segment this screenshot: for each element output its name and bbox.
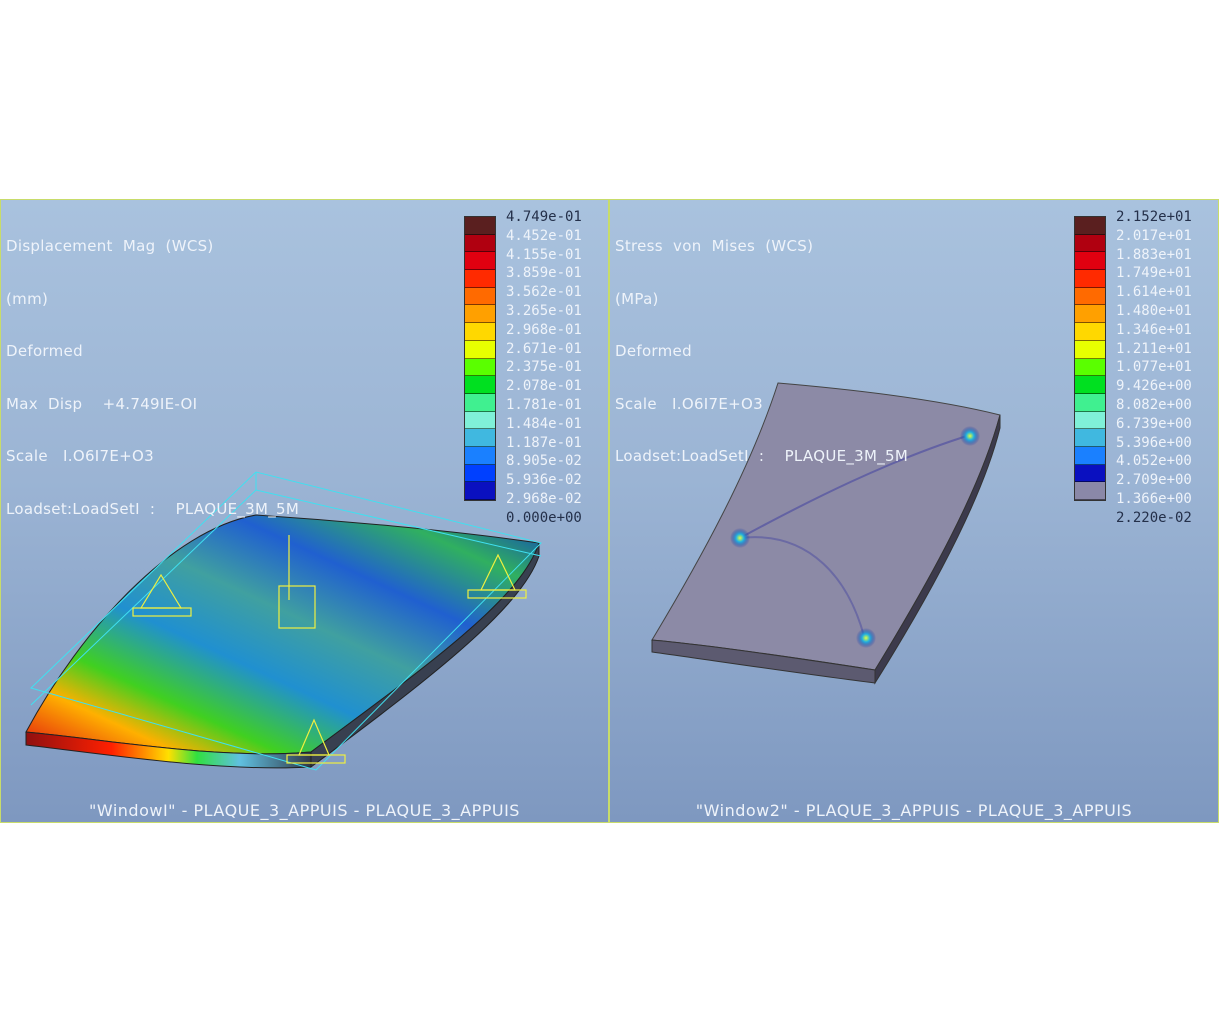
result-units: (mm) bbox=[6, 289, 49, 308]
legend-value: 8.082e+00 bbox=[1116, 396, 1192, 413]
legend-value: 8.905e-02 bbox=[506, 453, 582, 470]
legend-swatch bbox=[465, 376, 495, 394]
legend-value: 1.077e+01 bbox=[1116, 359, 1192, 376]
legend-value: 1.346e+01 bbox=[1116, 321, 1192, 338]
result-title: Stress von Mises (WCS) bbox=[615, 237, 814, 255]
legend-swatch bbox=[465, 305, 495, 324]
max-disp-label: Max Disp +4.749IE-OI bbox=[6, 394, 198, 413]
legend-value: 4.052e+00 bbox=[1116, 453, 1192, 470]
legend-value: 1.614e+01 bbox=[1116, 284, 1192, 301]
legend-swatch bbox=[465, 464, 495, 483]
stress-plate-model bbox=[651, 382, 1001, 685]
legend-value: 2.078e-01 bbox=[506, 378, 582, 395]
window-footer: "WindowI" - PLAQUE_3_APPUIS - PLAQUE_3_A… bbox=[89, 801, 520, 820]
legend-value: 4.749e-01 bbox=[506, 209, 582, 225]
legend-value: 2.152e+01 bbox=[1116, 209, 1192, 225]
loadset-label: Loadset:LoadSetI : PLAQUE_3M_5M bbox=[615, 447, 909, 465]
legend-value: 1.366e+00 bbox=[1116, 490, 1192, 507]
legend-swatch bbox=[1075, 287, 1105, 306]
legend-swatch bbox=[1075, 376, 1105, 394]
legend-swatch bbox=[465, 393, 495, 412]
legend-swatch bbox=[1075, 234, 1105, 253]
scale-label: Scale I.O6I7E+O3 bbox=[6, 447, 154, 465]
legend-value: 1.484e-01 bbox=[506, 415, 582, 432]
legend-labels: 2.152e+01 2.017e+01 1.883e+01 1.749e+01 1.61… bbox=[1116, 208, 1192, 528]
legend-color-bar bbox=[464, 216, 496, 501]
legend-swatch bbox=[465, 340, 495, 359]
legend-swatch bbox=[1075, 340, 1105, 359]
legend-swatch bbox=[465, 429, 495, 447]
legend-swatch bbox=[1075, 270, 1105, 288]
legend-swatch bbox=[1075, 217, 1105, 235]
legend-swatch bbox=[465, 252, 495, 271]
legend-swatch bbox=[1075, 482, 1105, 500]
legend-value: 1.211e+01 bbox=[1116, 340, 1192, 357]
viewport-window2[interactable]: Stress von Mises (WCS) (MPa) Deformed Sc… bbox=[609, 199, 1219, 823]
legend-value: 2.375e-01 bbox=[506, 359, 582, 376]
legend-value: 5.936e-02 bbox=[506, 472, 582, 489]
legend-value: 2.968e-02 bbox=[506, 490, 582, 507]
legend-swatch bbox=[465, 270, 495, 288]
viewport-window1[interactable]: Displacement Mag (WCS) (mm) Deformed Max… bbox=[0, 199, 609, 823]
legend-value: 1.480e+01 bbox=[1116, 302, 1192, 319]
legend-swatch bbox=[465, 482, 495, 500]
legend-swatch bbox=[465, 217, 495, 235]
legend-value: 1.883e+01 bbox=[1116, 246, 1192, 263]
legend-swatch bbox=[1075, 464, 1105, 483]
result-info-text: Stress von Mises (WCS) (MPa) Deformed Sc… bbox=[615, 203, 908, 501]
result-title: Displacement Mag (WCS) bbox=[6, 237, 214, 255]
legend-swatch bbox=[465, 234, 495, 253]
legend-swatch bbox=[1075, 252, 1105, 271]
legend-value: 3.265e-01 bbox=[506, 302, 582, 319]
legend-value: 4.452e-01 bbox=[506, 227, 582, 244]
legend-swatch bbox=[1075, 358, 1105, 377]
result-units: (MPa) bbox=[615, 289, 659, 308]
legend-value: 4.155e-01 bbox=[506, 246, 582, 263]
legend-value: 6.739e+00 bbox=[1116, 415, 1192, 432]
legend-labels: 4.749e-01 4.452e-01 4.155e-01 3.859e-01 3.56… bbox=[506, 208, 582, 528]
displacement-plate-model bbox=[25, 471, 542, 771]
legend-value: 1.187e-01 bbox=[506, 434, 582, 451]
legend-swatch bbox=[1075, 323, 1105, 341]
legend-swatch bbox=[465, 323, 495, 341]
window-footer: "Window2" - PLAQUE_3_APPUIS - PLAQUE_3_A… bbox=[695, 801, 1133, 820]
legend-value: 1.781e-01 bbox=[506, 396, 582, 413]
result-info-text: Displacement Mag (WCS) (mm) Deformed Max… bbox=[6, 203, 299, 553]
legend-value: 3.562e-01 bbox=[506, 284, 582, 301]
legend-value: 0.000e+00 bbox=[506, 509, 582, 526]
legend-swatch bbox=[1075, 393, 1105, 412]
legend-value: 9.426e+00 bbox=[1116, 378, 1192, 395]
legend-color-bar bbox=[1074, 216, 1106, 501]
legend-value: 2.709e+00 bbox=[1116, 472, 1192, 489]
deformed-label: Deformed bbox=[6, 342, 83, 360]
legend-value: 2.220e-02 bbox=[1116, 509, 1192, 526]
legend-swatch bbox=[1075, 446, 1105, 465]
legend-swatch bbox=[1075, 429, 1105, 447]
loadset-label: Loadset:LoadSetI : PLAQUE_3M_5M bbox=[6, 499, 300, 518]
legend-swatch bbox=[1075, 305, 1105, 324]
legend-value: 5.396e+00 bbox=[1116, 434, 1192, 451]
legend-value: 2.017e+01 bbox=[1116, 227, 1192, 244]
legend-value: 1.749e+01 bbox=[1116, 265, 1192, 282]
legend-swatch bbox=[465, 446, 495, 465]
legend-swatch bbox=[465, 287, 495, 306]
legend-value: 2.968e-01 bbox=[506, 321, 582, 338]
legend-value: 3.859e-01 bbox=[506, 265, 582, 282]
legend-swatch bbox=[465, 411, 495, 430]
legend-swatch bbox=[465, 358, 495, 377]
scale-label: Scale I.O6I7E+O3 bbox=[615, 394, 763, 413]
legend-value: 2.671e-01 bbox=[506, 340, 582, 357]
deformed-label: Deformed bbox=[615, 342, 692, 360]
legend-swatch bbox=[1075, 411, 1105, 430]
